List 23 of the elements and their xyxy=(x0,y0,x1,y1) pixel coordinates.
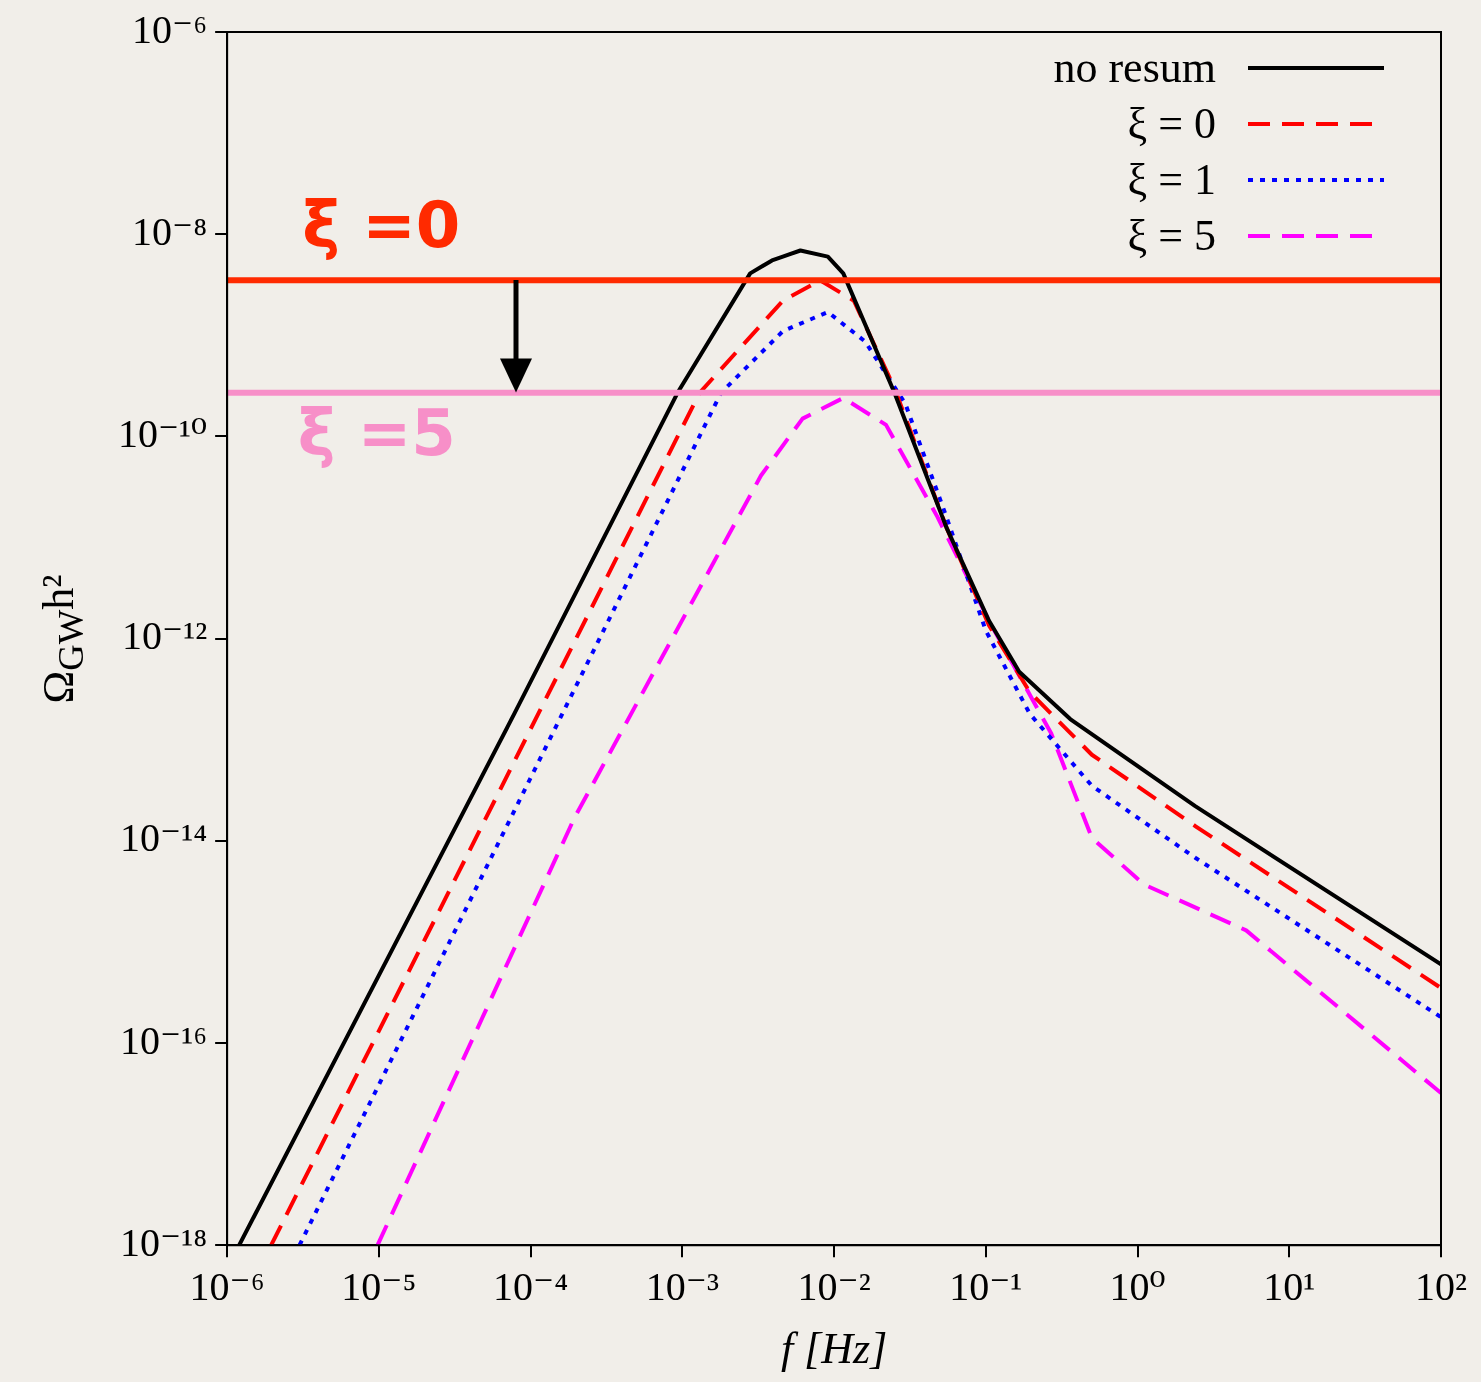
x-tick-label: 10⁻⁶ xyxy=(189,1263,265,1309)
x-tick-label: 10¹ xyxy=(1263,1263,1316,1309)
x-tick-label: 10⁻³ xyxy=(645,1263,719,1309)
y-tick-label: 10⁻¹⁴ xyxy=(120,815,208,861)
y-tick-label: 10⁻¹⁶ xyxy=(120,1017,208,1063)
legend-label: ξ = 1 xyxy=(1127,155,1216,204)
y-tick-label: 10⁻¹² xyxy=(122,613,208,659)
legend-label: no resum xyxy=(1053,43,1216,92)
annotation: ξ =5 xyxy=(297,396,456,471)
y-tick-label: 10⁻⁶ xyxy=(132,6,208,52)
x-tick-label: 10⁻⁴ xyxy=(493,1263,569,1309)
x-tick-label: 10⁻¹ xyxy=(949,1263,1023,1309)
legend-label: ξ = 5 xyxy=(1127,211,1216,260)
x-tick-label: 10⁻² xyxy=(797,1263,871,1309)
y-tick-label: 10⁻¹⁰ xyxy=(118,410,208,456)
x-tick-label: 10² xyxy=(1415,1263,1467,1309)
x-tick-label: 10⁻⁵ xyxy=(341,1263,417,1309)
annotation: ξ =0 xyxy=(302,187,461,262)
legend-label: ξ = 0 xyxy=(1127,99,1216,148)
x-axis-title: f [Hz] xyxy=(780,1324,888,1374)
y-tick-label: 10⁻¹⁸ xyxy=(120,1219,208,1265)
y-tick-label: 10⁻⁸ xyxy=(132,208,208,254)
x-tick-label: 10⁰ xyxy=(1109,1263,1166,1309)
